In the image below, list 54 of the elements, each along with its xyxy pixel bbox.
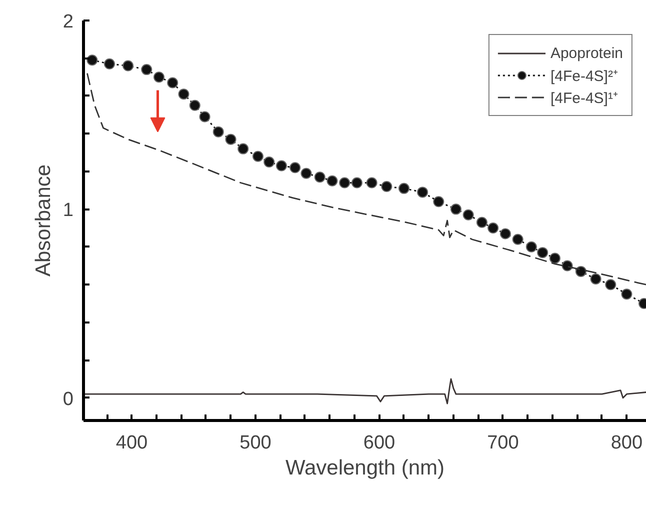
- point: [450, 204, 462, 215]
- point: [300, 168, 312, 179]
- point: [153, 72, 164, 83]
- point: [290, 162, 301, 174]
- point: [590, 274, 602, 284]
- point: [314, 172, 326, 183]
- point: [276, 160, 287, 172]
- point: [238, 143, 249, 154]
- point: [104, 58, 115, 70]
- legend-label: [4Fe-4S]²⁺: [550, 67, 618, 85]
- line-series: [84, 378, 646, 404]
- x-axis-title: Wavelength (nm): [285, 456, 445, 480]
- point: [526, 241, 537, 252]
- point: [462, 209, 474, 220]
- x-tick-label: 700: [487, 432, 519, 454]
- y-tick-label: 1: [62, 200, 74, 222]
- point: [381, 181, 392, 192]
- point: [122, 60, 134, 72]
- legend-label: [4Fe-4S]¹⁺: [550, 89, 618, 107]
- point: [252, 150, 264, 162]
- point: [549, 252, 560, 264]
- point: [433, 196, 444, 208]
- point: [500, 228, 511, 240]
- point: [562, 260, 573, 272]
- point: [476, 216, 488, 228]
- x-tick-label: 600: [363, 432, 396, 454]
- point: [167, 77, 178, 88]
- point: [398, 182, 410, 194]
- point: [605, 279, 616, 290]
- point: [537, 247, 548, 258]
- point: [86, 54, 98, 66]
- point: [351, 177, 362, 188]
- y-axis-title: Absorbance: [32, 164, 55, 277]
- point: [621, 288, 632, 300]
- point: [339, 177, 350, 188]
- point: [488, 222, 499, 234]
- point: [212, 126, 224, 138]
- point: [225, 134, 236, 145]
- y-tick-label: 0: [62, 388, 74, 410]
- point: [417, 186, 428, 198]
- point: [199, 111, 210, 122]
- x-tick-label: 400: [116, 432, 148, 454]
- point: [366, 177, 378, 188]
- point: [575, 266, 586, 277]
- point: [326, 175, 338, 186]
- point: [189, 100, 200, 111]
- x-tick-label: 500: [240, 432, 272, 454]
- point: [141, 64, 152, 76]
- y-tick-label: 2: [62, 12, 74, 32]
- point: [178, 88, 190, 100]
- legend-label: Apoprotein: [550, 44, 623, 62]
- point: [512, 234, 524, 245]
- point: [264, 156, 275, 168]
- x-tick-label: 800: [610, 432, 643, 454]
